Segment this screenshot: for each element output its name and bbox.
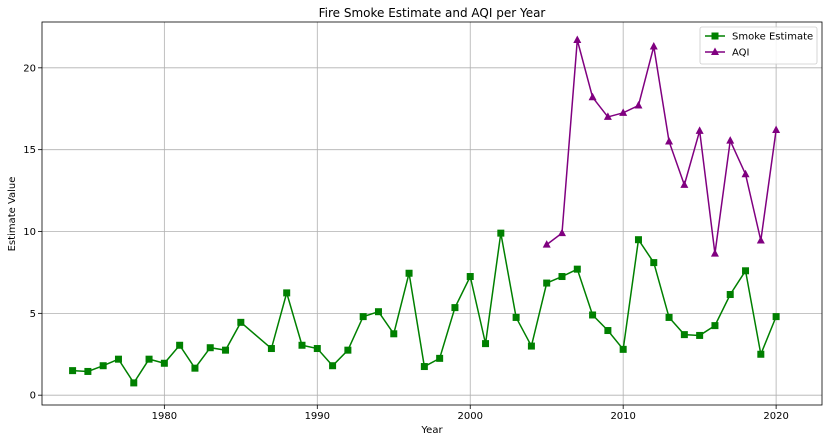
aqi-point <box>603 112 612 120</box>
smoke-estimate-line <box>72 233 777 385</box>
smoke-estimate-point <box>145 355 153 363</box>
smoke-estimate-point <box>160 359 168 367</box>
aqi-point <box>588 92 597 101</box>
y-tick-label: 0 <box>30 391 36 402</box>
smoke-estimate-point <box>222 346 230 354</box>
smoke-estimate-point <box>650 259 658 267</box>
aqi-point <box>619 108 628 116</box>
aqi-point <box>710 249 719 257</box>
legend-marker <box>711 32 719 40</box>
smoke-estimate-point <box>742 267 750 275</box>
smoke-estimate-point <box>237 318 245 326</box>
smoke-estimate-point <box>482 340 490 348</box>
smoke-estimate-point <box>390 330 398 338</box>
smoke-estimate-point <box>359 313 367 321</box>
legend: Smoke Estimate AQI <box>699 26 818 65</box>
smoke-estimate-point <box>711 322 719 330</box>
aqi-point <box>726 136 735 144</box>
aqi-point <box>741 169 750 178</box>
smoke-estimate-point <box>420 363 428 371</box>
smoke-estimate-series <box>69 229 780 387</box>
smoke-estimate-point <box>497 229 505 237</box>
legend-entry-smoke-estimate: Smoke Estimate <box>705 32 813 43</box>
plot-frame <box>41 21 823 406</box>
smoke-estimate-point <box>757 350 765 358</box>
y-tick-label: 10 <box>23 227 36 238</box>
smoke-estimate-point <box>176 341 184 349</box>
smoke-estimate-point <box>573 265 581 273</box>
smoke-estimate-point <box>267 345 275 353</box>
smoke-estimate-point <box>69 367 77 375</box>
aqi-series <box>542 35 781 257</box>
smoke-estimate-point <box>84 367 92 375</box>
plot-series <box>69 35 781 387</box>
aqi-point <box>665 136 674 145</box>
smoke-estimate-point <box>543 279 551 287</box>
aqi-line <box>546 39 777 254</box>
aqi-point <box>695 126 704 134</box>
legend-entry-aqi: AQI <box>705 47 750 59</box>
aqi-point <box>558 228 566 237</box>
smoke-estimate-point <box>451 304 459 312</box>
smoke-estimate-point <box>283 289 291 297</box>
y-tick-label: 20 <box>23 63 36 74</box>
y-axis-label: Estimate Value <box>7 177 18 252</box>
smoke-estimate-point <box>589 311 597 319</box>
smoke-estimate-point <box>696 331 704 339</box>
smoke-estimate-point <box>726 291 734 299</box>
smoke-estimate-point <box>772 313 780 321</box>
aqi-point <box>649 42 658 50</box>
y-tick-label: 15 <box>23 145 36 156</box>
smoke-estimate-point <box>99 362 107 370</box>
smoke-estimate-point <box>527 342 535 350</box>
smoke-estimate-point <box>374 308 382 316</box>
smoke-estimate-point <box>680 331 688 339</box>
x-tick-label: 1990 <box>305 411 330 422</box>
x-tick-label: 2000 <box>458 411 483 422</box>
smoke-estimate-point <box>619 345 627 353</box>
smoke-estimate-point <box>206 344 214 352</box>
legend-label: AQI <box>732 48 750 59</box>
smoke-estimate-point <box>313 345 321 353</box>
smoke-estimate-point <box>344 346 352 354</box>
aqi-point <box>573 35 582 44</box>
aqi-point <box>634 100 643 109</box>
x-axis-label: Year <box>420 425 443 436</box>
chart-title: Fire Smoke Estimate and AQI per Year <box>319 6 546 20</box>
smoke-estimate-point <box>114 355 122 363</box>
smoke-estimate-point <box>466 273 474 281</box>
x-tick-label: 2010 <box>610 411 635 422</box>
smoke-estimate-point <box>130 379 138 387</box>
legend-box <box>699 26 818 65</box>
smoke-estimate-point <box>604 327 612 335</box>
smoke-estimate-point <box>665 313 673 321</box>
x-tick-label: 2020 <box>763 411 788 422</box>
aqi-point <box>756 236 765 244</box>
smoke-estimate-point <box>436 354 444 362</box>
legend-marker <box>711 47 719 55</box>
smoke-estimate-point <box>558 273 566 281</box>
grid <box>42 22 822 405</box>
smoke-estimate-point <box>298 341 306 349</box>
aqi-point <box>680 180 689 188</box>
aqi-point <box>772 125 781 134</box>
smoke-estimate-point <box>634 236 642 244</box>
ticks: 1980 1990 2000 2010 2020 0 5 10 15 20 <box>23 63 789 422</box>
smoke-estimate-point <box>329 362 337 370</box>
x-tick-label: 1980 <box>152 411 177 422</box>
smoke-estimate-point <box>405 269 413 277</box>
y-tick-label: 5 <box>30 309 36 320</box>
aqi-point <box>542 240 551 248</box>
smoke-estimate-point <box>512 313 520 321</box>
smoke-estimate-point <box>191 364 199 372</box>
legend-label: Smoke Estimate <box>732 32 813 43</box>
